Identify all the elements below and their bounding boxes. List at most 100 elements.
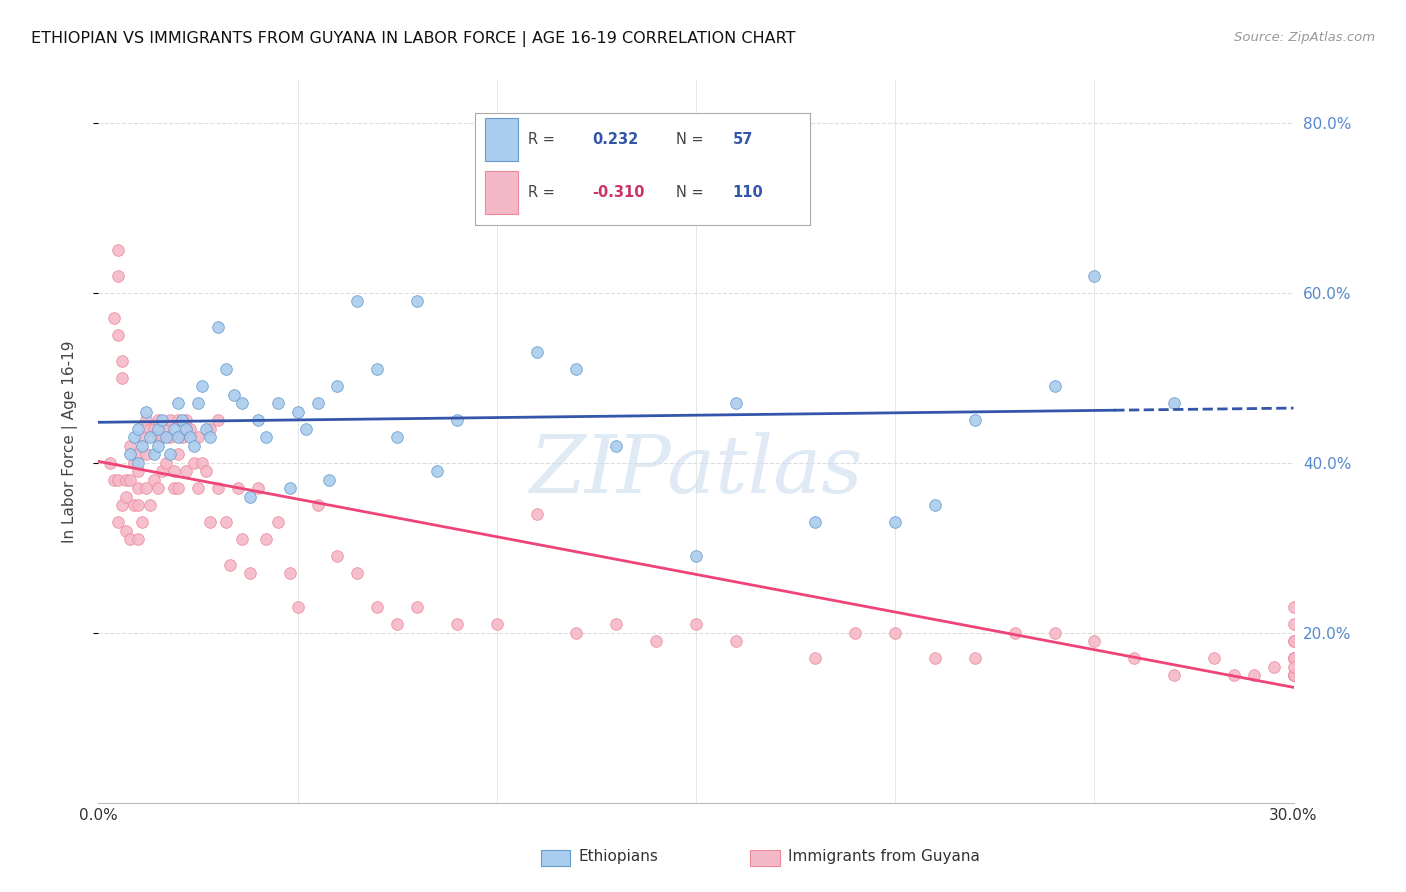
Point bbox=[167, 430, 190, 444]
Point bbox=[195, 464, 218, 478]
Point bbox=[1043, 625, 1066, 640]
Point bbox=[148, 422, 170, 436]
Point bbox=[346, 294, 368, 309]
Point bbox=[278, 566, 301, 581]
Point bbox=[605, 617, 627, 632]
Point bbox=[111, 371, 134, 385]
Point bbox=[107, 244, 129, 258]
Point bbox=[1282, 617, 1305, 632]
Point bbox=[148, 439, 170, 453]
Point bbox=[143, 447, 166, 461]
Point bbox=[1282, 634, 1305, 648]
Point bbox=[287, 600, 309, 615]
Point bbox=[172, 413, 194, 427]
Point bbox=[127, 533, 149, 547]
Point bbox=[724, 396, 747, 410]
Point bbox=[198, 422, 221, 436]
Point bbox=[207, 481, 229, 495]
Point bbox=[645, 634, 668, 648]
Point bbox=[1282, 651, 1305, 665]
Point bbox=[1282, 668, 1305, 682]
Point bbox=[148, 413, 170, 427]
Point bbox=[326, 379, 349, 393]
Point bbox=[163, 464, 186, 478]
Point bbox=[963, 413, 986, 427]
Point bbox=[1243, 668, 1265, 682]
Point bbox=[254, 430, 277, 444]
Point bbox=[287, 405, 309, 419]
Point bbox=[127, 456, 149, 470]
Point bbox=[172, 430, 194, 444]
Point bbox=[307, 498, 329, 512]
Point bbox=[346, 566, 368, 581]
Point bbox=[127, 447, 149, 461]
Point bbox=[326, 549, 349, 564]
Point bbox=[159, 413, 181, 427]
Point bbox=[111, 498, 134, 512]
Point bbox=[107, 473, 129, 487]
Point bbox=[239, 490, 262, 504]
Point bbox=[120, 447, 142, 461]
Point bbox=[115, 490, 138, 504]
Point bbox=[135, 447, 157, 461]
Point bbox=[107, 516, 129, 530]
Point bbox=[254, 533, 277, 547]
Point bbox=[446, 617, 468, 632]
Text: Ethiopians: Ethiopians bbox=[579, 849, 659, 864]
Point bbox=[150, 464, 173, 478]
FancyBboxPatch shape bbox=[749, 850, 780, 865]
Point bbox=[1083, 268, 1105, 283]
Point bbox=[685, 617, 707, 632]
Point bbox=[924, 498, 946, 512]
Point bbox=[1282, 600, 1305, 615]
Point bbox=[111, 353, 134, 368]
Point bbox=[155, 422, 177, 436]
Point bbox=[1282, 651, 1305, 665]
Point bbox=[127, 422, 149, 436]
Point bbox=[127, 464, 149, 478]
Point bbox=[446, 413, 468, 427]
Point bbox=[167, 481, 190, 495]
Point bbox=[685, 549, 707, 564]
Point bbox=[385, 430, 409, 444]
Point bbox=[278, 481, 301, 495]
Point bbox=[187, 396, 209, 410]
Point bbox=[219, 558, 242, 572]
Point bbox=[294, 422, 316, 436]
Point bbox=[207, 413, 229, 427]
Point bbox=[565, 625, 588, 640]
Point bbox=[1282, 668, 1305, 682]
Point bbox=[124, 498, 146, 512]
Point bbox=[143, 473, 166, 487]
Point bbox=[565, 362, 588, 376]
Point bbox=[179, 422, 201, 436]
Point bbox=[924, 651, 946, 665]
Point bbox=[804, 516, 827, 530]
Point bbox=[183, 456, 205, 470]
Point bbox=[163, 422, 186, 436]
Text: ETHIOPIAN VS IMMIGRANTS FROM GUYANA IN LABOR FORCE | AGE 16-19 CORRELATION CHART: ETHIOPIAN VS IMMIGRANTS FROM GUYANA IN L… bbox=[31, 31, 796, 47]
Point bbox=[267, 396, 290, 410]
Point bbox=[207, 319, 229, 334]
Point bbox=[1282, 634, 1305, 648]
Point bbox=[215, 516, 238, 530]
Point bbox=[148, 430, 170, 444]
Point bbox=[1282, 668, 1305, 682]
Point bbox=[198, 430, 221, 444]
Point bbox=[135, 481, 157, 495]
Point bbox=[526, 345, 548, 359]
Point bbox=[103, 473, 125, 487]
Point bbox=[131, 516, 153, 530]
Point bbox=[191, 379, 214, 393]
Point bbox=[222, 388, 245, 402]
Point bbox=[246, 413, 269, 427]
Point bbox=[155, 430, 177, 444]
Point bbox=[1263, 660, 1285, 674]
Point bbox=[174, 413, 197, 427]
Point bbox=[1282, 660, 1305, 674]
Point bbox=[135, 405, 157, 419]
Point bbox=[150, 430, 173, 444]
Point bbox=[267, 516, 290, 530]
Point bbox=[406, 600, 429, 615]
Point bbox=[139, 422, 162, 436]
